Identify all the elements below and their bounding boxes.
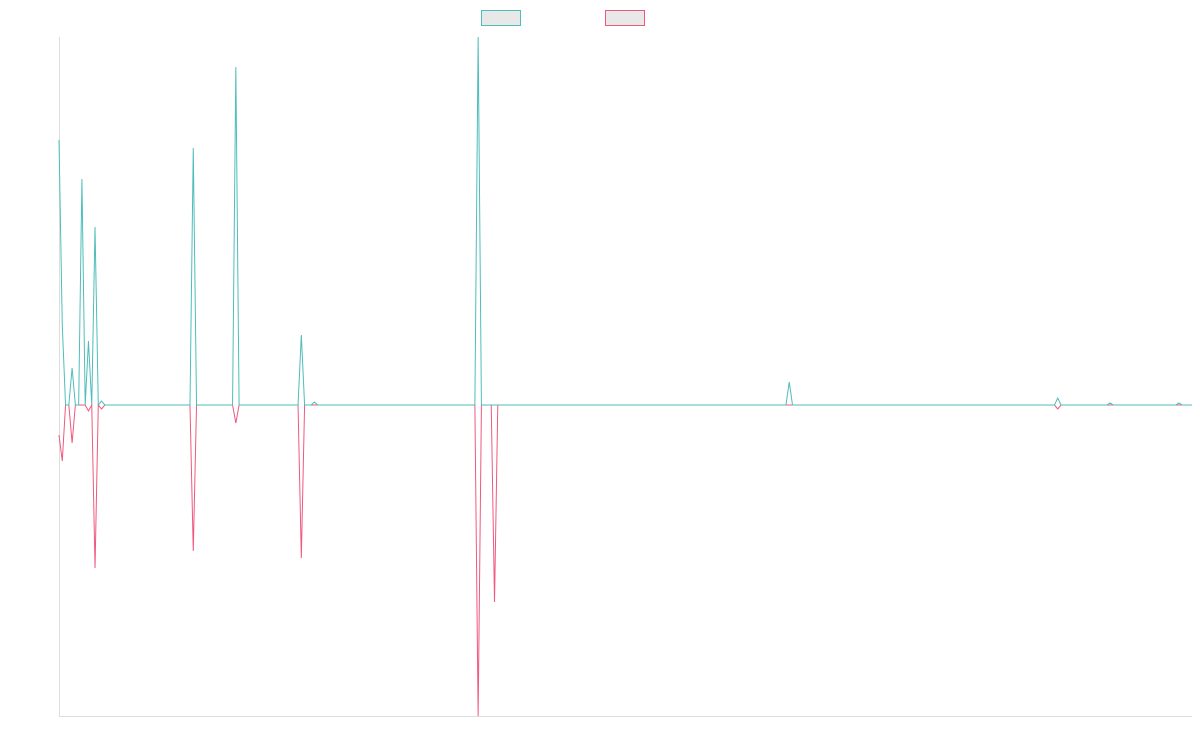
series-line <box>58 36 1192 407</box>
legend-swatch <box>605 10 645 26</box>
legend-swatch <box>481 10 521 26</box>
series-line <box>58 403 1192 717</box>
